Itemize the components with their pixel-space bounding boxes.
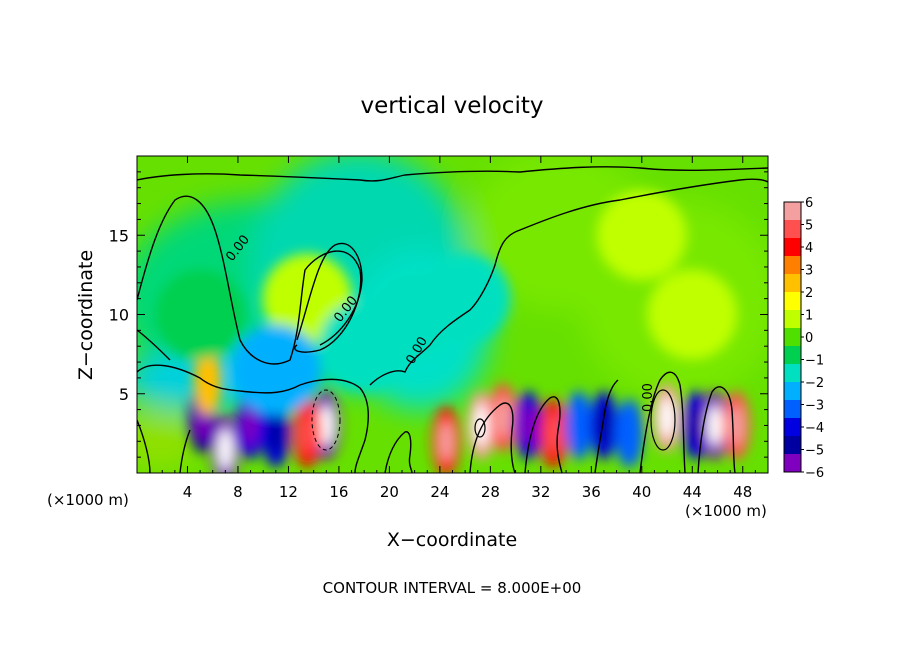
x-tick-label: 16 [329, 483, 348, 501]
x-tick-label: 12 [279, 483, 298, 501]
colorbar-swatch [784, 220, 801, 239]
field-core [659, 397, 675, 438]
colorbar-label: 4 [805, 241, 813, 256]
field-cell [596, 190, 687, 281]
colorbar-swatch [784, 364, 801, 383]
colorbar-label: −5 [805, 444, 824, 459]
field-cell [193, 347, 222, 416]
colorbar-label: −2 [805, 376, 824, 391]
colorbar-swatch [784, 436, 801, 455]
colorbar-swatch [784, 202, 801, 221]
colorbar-label: 0 [805, 331, 813, 346]
colorbar-swatch [784, 400, 801, 419]
chart-title: vertical velocity [361, 93, 544, 119]
positive-contours [474, 389, 676, 451]
x-tick-label: 4 [183, 483, 193, 501]
y-axis-label: Z−coordinate [75, 250, 97, 380]
colorbar-label: 6 [805, 196, 813, 211]
field-cell [420, 253, 511, 344]
colorbar-swatch [784, 346, 801, 365]
x-axis: 4 8 12 16 20 24 28 32 36 40 44 48 [149, 156, 756, 501]
colorbar-swatch [784, 274, 801, 293]
y-tick-label: 10 [109, 306, 129, 325]
colorbar-swatch [784, 292, 801, 311]
field-cell [564, 391, 593, 460]
colorbar-label: 3 [805, 264, 813, 279]
colorbar-label: −6 [805, 466, 824, 481]
field-cell [155, 269, 246, 360]
field-core [688, 405, 704, 446]
x-unit-right: (×1000 m) [685, 502, 767, 520]
x-axis-label: X−coordinate [387, 529, 517, 551]
field-core [495, 397, 511, 438]
field-core [707, 405, 723, 446]
field-core [217, 428, 234, 470]
x-unit-left: (×1000 m) [47, 491, 129, 509]
field-core [299, 412, 316, 454]
colorbar-label: 1 [805, 309, 813, 324]
colorbar-swatch [784, 238, 801, 257]
field-core [545, 412, 562, 454]
x-tick-label: 44 [683, 483, 702, 501]
y-tick-label: 15 [109, 226, 129, 245]
colorbar-swatch [784, 256, 801, 275]
x-tick-label: 24 [430, 483, 449, 501]
y-tick-label: 5 [119, 385, 129, 404]
x-tick-label: 48 [733, 483, 752, 501]
contour-label: 0.00 [641, 383, 656, 412]
colorbar-swatch [784, 310, 801, 329]
x-tick-label: 20 [380, 483, 399, 501]
colorbar-label: −4 [805, 421, 824, 436]
field-core [318, 405, 334, 446]
field-cell [647, 269, 738, 360]
x-tick-label: 8 [233, 483, 243, 501]
plot-field [137, 156, 768, 473]
zero-contours [137, 166, 768, 473]
y-axis: 5 10 15 [109, 171, 768, 458]
x-tick-label: 28 [481, 483, 500, 501]
negative-contours [311, 389, 341, 451]
x-tick-label: 40 [632, 483, 651, 501]
colorbar-swatch [784, 328, 801, 347]
colorbar-swatch [784, 382, 801, 401]
x-tick-label: 36 [582, 483, 601, 501]
colorbar: 6 5 4 3 2 1 0 −1 −2 −3 −4 −5 −6 [783, 196, 824, 481]
colorbar-swatch [784, 454, 801, 473]
field-cell [319, 301, 410, 392]
field-core [242, 405, 259, 446]
footer-contour-interval: CONTOUR INTERVAL = 8.000E+00 [323, 579, 582, 597]
colorbar-swatch [784, 418, 801, 437]
x-tick-label: 32 [531, 483, 550, 501]
colorbar-label: −3 [805, 399, 824, 414]
field-core [728, 405, 745, 446]
field-core [438, 420, 454, 462]
colorbar-label: 2 [805, 286, 813, 301]
field-cell [230, 324, 321, 415]
field-core [596, 405, 612, 446]
colorbar-label: 5 [805, 219, 813, 234]
field-cell [615, 399, 644, 468]
field-core [268, 412, 284, 454]
colorbar-label: −1 [805, 354, 824, 369]
field-core [520, 405, 536, 446]
